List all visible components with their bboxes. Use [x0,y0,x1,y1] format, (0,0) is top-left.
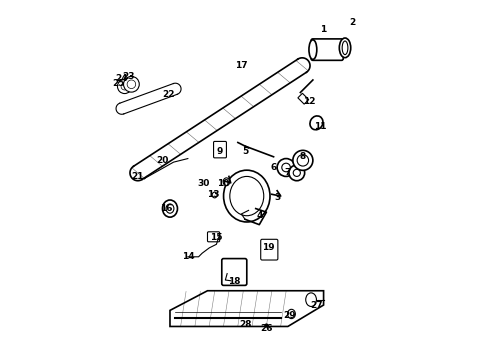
Ellipse shape [310,116,323,130]
Text: 2: 2 [349,18,355,27]
Circle shape [121,83,128,90]
Text: 8: 8 [299,152,305,161]
Text: 24: 24 [116,74,128,83]
Ellipse shape [163,200,177,217]
Text: 28: 28 [239,320,251,329]
Circle shape [123,76,139,92]
Text: 29: 29 [283,311,296,320]
Ellipse shape [166,204,174,213]
Text: 25: 25 [112,79,124,88]
Text: 9: 9 [217,147,223,156]
Text: 21: 21 [132,172,144,181]
Text: 17: 17 [235,61,248,70]
FancyBboxPatch shape [261,239,278,260]
Circle shape [293,150,313,170]
Ellipse shape [212,192,217,198]
Text: 13: 13 [207,190,219,199]
Circle shape [282,163,291,172]
Ellipse shape [306,293,317,306]
Circle shape [118,79,132,94]
Text: 20: 20 [157,156,169,165]
Ellipse shape [339,38,351,58]
Text: 16: 16 [160,204,172,213]
Ellipse shape [309,40,317,59]
Text: 10: 10 [218,179,230,188]
Text: 15: 15 [210,233,222,242]
FancyBboxPatch shape [222,258,247,285]
Polygon shape [170,291,323,327]
FancyBboxPatch shape [214,141,226,158]
Text: 22: 22 [162,90,174,99]
FancyBboxPatch shape [207,232,220,242]
FancyBboxPatch shape [311,39,343,60]
Circle shape [127,80,136,89]
Circle shape [293,169,300,176]
Text: 4: 4 [256,211,263,220]
Text: 19: 19 [262,243,274,252]
Text: 14: 14 [181,252,194,261]
Text: 26: 26 [260,324,272,333]
Ellipse shape [342,41,348,55]
Circle shape [297,155,309,166]
Text: 11: 11 [314,122,326,131]
Ellipse shape [230,176,264,216]
Circle shape [289,165,305,181]
Text: 6: 6 [270,163,277,172]
Text: 5: 5 [242,147,248,156]
Ellipse shape [223,178,230,186]
Bar [298,93,309,104]
Text: 23: 23 [122,72,135,81]
Text: 30: 30 [198,179,210,188]
Text: 12: 12 [303,97,316,106]
Text: 27: 27 [310,301,323,310]
Text: 18: 18 [228,277,241,286]
Text: 1: 1 [320,26,327,35]
Ellipse shape [223,170,270,222]
Ellipse shape [288,309,295,319]
Circle shape [277,158,295,176]
Text: 3: 3 [274,193,280,202]
Text: 7: 7 [285,168,291,177]
